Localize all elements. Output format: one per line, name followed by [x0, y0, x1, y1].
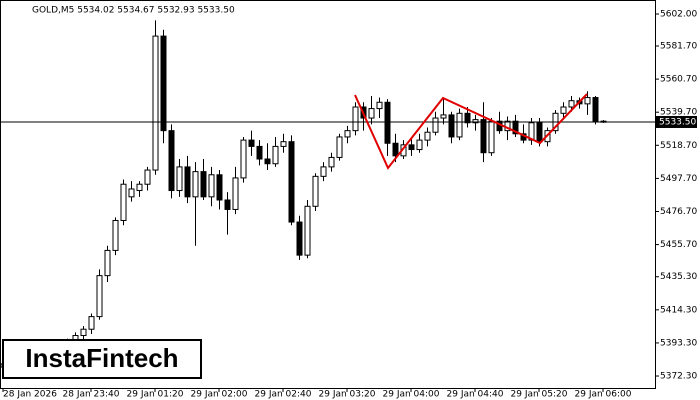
candle-body	[304, 205, 311, 256]
candle-body	[120, 183, 127, 221]
candle-body	[144, 169, 151, 185]
candle-body	[200, 171, 207, 198]
logo-box	[2, 339, 202, 379]
y-tick-label: 5435.30	[660, 272, 697, 282]
candle-body	[136, 183, 143, 192]
x-tick-label: 29 Jan 04:40	[447, 390, 504, 400]
candle-body	[256, 145, 263, 160]
candle-body	[464, 112, 471, 124]
candle-body	[376, 101, 383, 110]
logo: InstaFintech	[25, 343, 178, 373]
candle-body	[216, 174, 223, 201]
candle-body	[152, 35, 159, 171]
x-tick-label: 29 Jan 02:40	[255, 390, 312, 400]
x-tick-label: 29 Jan 06:00	[575, 390, 632, 400]
x-tick-label: 29 Jan 01:20	[127, 390, 184, 400]
x-tick-label: 28 Jan 23:40	[63, 390, 120, 400]
y-tick-label: 5372.30	[660, 372, 697, 382]
candle-body	[184, 166, 191, 198]
candle-body	[440, 114, 447, 119]
plot-frame	[0, 0, 656, 389]
candle-body	[432, 117, 439, 133]
candle-body	[80, 328, 87, 337]
candle-body	[352, 106, 359, 132]
y-tick-label: 5455.70	[660, 240, 697, 250]
candle-body	[408, 144, 415, 151]
candle-body	[312, 175, 319, 207]
candle-body	[168, 130, 175, 192]
candle-body	[368, 108, 375, 119]
last-price-label: 5533.50	[659, 117, 696, 127]
candle-body	[176, 166, 183, 192]
candle-body	[296, 221, 303, 256]
candle-body	[392, 142, 399, 157]
candle-body	[240, 139, 247, 179]
candle-body	[448, 114, 455, 138]
x-tick-label: 29 Jan 05:20	[511, 390, 568, 400]
candle-body	[232, 177, 239, 210]
candle-body	[336, 136, 343, 158]
candle-body	[592, 97, 599, 122]
candle-body	[568, 100, 575, 108]
pattern-line	[354, 93, 588, 170]
candle-body	[128, 188, 135, 198]
x-tick-label: 29 Jan 03:20	[319, 390, 376, 400]
candle-body	[424, 131, 431, 141]
candle-body	[328, 156, 335, 168]
candle-body	[280, 141, 287, 147]
candle-body	[208, 174, 215, 198]
y-tick-label: 5539.70	[660, 108, 697, 118]
candle-body	[480, 119, 487, 154]
candle-body	[512, 120, 519, 135]
candle-body	[384, 101, 391, 144]
candle-body	[344, 130, 351, 138]
candle-body	[416, 139, 423, 151]
candle-body	[160, 35, 167, 132]
x-tick-label: 28 Jan 2026	[3, 390, 57, 400]
y-tick-label: 5393.30	[660, 338, 697, 348]
y-tick-label: 5602.00	[660, 10, 697, 20]
candle-body	[192, 171, 199, 198]
last-price-tag	[655, 115, 697, 128]
candle-body	[104, 249, 111, 277]
plot	[0, 20, 655, 377]
y-tick-label: 5581.70	[660, 42, 697, 52]
x-tick-label: 29 Jan 04:00	[383, 390, 440, 400]
candle-body	[488, 120, 495, 154]
candle-body	[536, 122, 543, 143]
candle-body	[264, 158, 271, 165]
candle-body	[224, 199, 231, 210]
y-tick-label: 5476.70	[660, 207, 697, 217]
candle-body	[88, 316, 95, 330]
candle-body	[560, 106, 567, 114]
y-tick-label: 5560.70	[660, 75, 697, 85]
candle-body	[472, 119, 479, 124]
candle-body	[248, 139, 255, 147]
y-tick-label: 5518.70	[660, 141, 697, 151]
candle-body	[112, 219, 119, 251]
candle-body	[272, 145, 279, 165]
candle-body	[288, 141, 295, 223]
chart-header: GOLD,M5 5534.02 5534.67 5532.93 5533.50	[32, 6, 235, 16]
x-tick-label: 29 Jan 02:00	[191, 390, 248, 400]
y-tick-label: 5497.70	[660, 174, 697, 184]
candle-body	[584, 97, 591, 105]
candle-body	[96, 275, 103, 318]
candle-body	[456, 112, 463, 138]
y-tick-label: 5414.30	[660, 305, 697, 315]
candle-body	[320, 166, 327, 177]
